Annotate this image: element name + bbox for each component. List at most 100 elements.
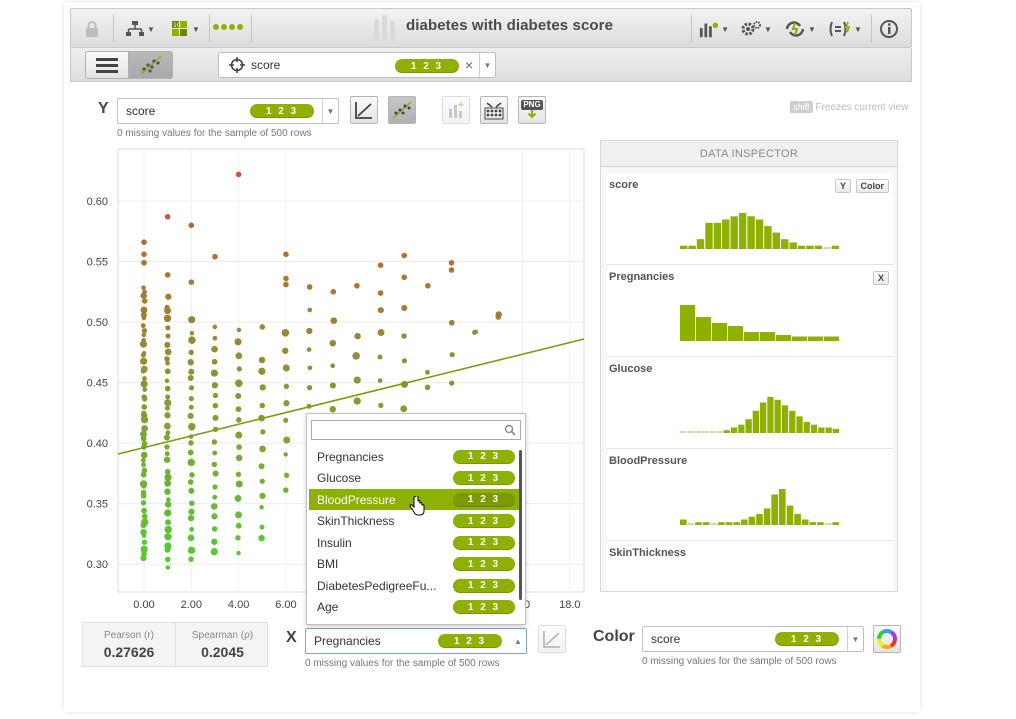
histogram-bar [763, 508, 771, 525]
histogram-bar [794, 513, 801, 525]
dropdown-option-label: Glucose [317, 471, 362, 485]
gear-icon[interactable]: ▼ [739, 15, 773, 43]
inspector-field-score[interactable]: score Color Y [607, 173, 893, 265]
data-point [258, 356, 266, 364]
histogram-bar [712, 323, 727, 341]
y-field-select[interactable]: score 1 2 3 ▼ [117, 98, 339, 124]
data-point [259, 445, 266, 453]
histogram-bar [688, 245, 696, 249]
y-tick-label: 0.35 [87, 499, 108, 511]
data-point [401, 252, 408, 259]
data-point [235, 480, 243, 488]
axis-line-icon [355, 101, 373, 119]
data-point [165, 565, 171, 570]
color-field-select[interactable]: score 1 2 3 ▼ [642, 626, 864, 652]
dropdown-option[interactable]: Insulin 1 2 3 [309, 532, 521, 553]
data-point [329, 339, 337, 347]
chart-options-icon[interactable]: ▼ [699, 15, 729, 43]
data-point [212, 450, 218, 456]
dropdown-search-input[interactable] [312, 421, 500, 439]
inspector-axis-chip[interactable]: X [872, 271, 889, 285]
histogram-bar [781, 239, 789, 249]
x-tick-label: 2.00 [181, 599, 202, 611]
histogram-bar [728, 326, 743, 341]
formula-icon[interactable]: ▼ [827, 15, 863, 43]
data-point [164, 479, 172, 487]
dropdown-scrollbar[interactable] [519, 450, 522, 600]
scatter-view-button[interactable] [129, 51, 173, 79]
export-png-button[interactable]: PNG [518, 96, 546, 124]
data-point [187, 374, 194, 381]
regression-toggle-button[interactable] [388, 96, 416, 124]
histogram-bar [722, 219, 730, 249]
chevron-down-icon[interactable]: ▼ [847, 627, 863, 651]
list-view-button[interactable] [85, 51, 129, 79]
shuffle-sample-button[interactable] [480, 96, 508, 124]
chevron-down-icon[interactable]: ▼ [322, 99, 338, 123]
histogram-bar [701, 431, 709, 433]
dropdown-option[interactable]: DiabetesPedigreeFu... 1 2 3 [309, 575, 521, 596]
inspector-axis-chip[interactable]: Color [855, 179, 889, 193]
data-point [141, 327, 148, 334]
inspector-field-glucose[interactable]: Glucose [607, 357, 893, 449]
dropdown-option[interactable]: Age 1 2 3 [309, 597, 521, 618]
dropdown-option[interactable]: SkinThickness 1 2 3 [309, 511, 521, 532]
data-point [377, 378, 383, 383]
data-point [212, 470, 219, 477]
linear-scale-button[interactable] [350, 96, 378, 124]
model-tree-icon[interactable]: ▼ [123, 15, 157, 43]
data-point [140, 500, 147, 506]
data-point [188, 395, 194, 402]
info-icon[interactable] [877, 15, 901, 43]
data-point [211, 439, 218, 445]
histogram-bar [696, 317, 711, 341]
target-field-value: score [251, 58, 281, 72]
dropdown-option[interactable]: BMI 1 2 3 [309, 554, 521, 575]
data-point [282, 364, 290, 372]
data-point [425, 369, 430, 375]
lock-icon[interactable] [81, 15, 103, 43]
add-to-chart-button[interactable] [442, 96, 470, 124]
dataset-icon[interactable]: 10 ▼ [169, 15, 201, 43]
histogram-bar [680, 305, 695, 341]
data-point [211, 382, 219, 389]
color-palette-button[interactable] [873, 625, 901, 653]
data-point [140, 528, 147, 536]
histogram-bar [776, 335, 791, 341]
inspector-axis-chip[interactable]: Y [834, 179, 851, 193]
inspector-field-bloodpressure[interactable]: BloodPressure [607, 449, 893, 541]
data-point [283, 281, 289, 288]
x-type-badge: 1 2 3 [438, 634, 502, 648]
refresh-icon[interactable]: ▼ [783, 15, 817, 43]
data-point [259, 384, 266, 391]
data-point [141, 513, 148, 520]
data-inspector-title: DATA INSPECTOR [601, 141, 897, 167]
histogram-bar [774, 399, 781, 433]
histogram-bar [771, 494, 778, 525]
dropdown-option[interactable]: Pregnancies 1 2 3 [309, 446, 521, 467]
x-linear-scale-button[interactable] [538, 625, 566, 653]
dropdown-option[interactable]: Glucose 1 2 3 [309, 468, 521, 489]
data-point [165, 333, 171, 339]
data-point [164, 488, 171, 495]
data-point [141, 285, 146, 291]
histogram-bar [789, 410, 796, 433]
inspector-field-skinthickness[interactable]: SkinThickness [607, 541, 893, 591]
data-point [401, 304, 408, 312]
histogram-bar [710, 523, 718, 525]
target-field-select[interactable]: score 1 2 3 × ▼ [218, 52, 496, 78]
chevron-up-icon[interactable]: ▲ [514, 636, 522, 646]
data-point [235, 511, 242, 519]
chevron-down-icon[interactable]: ▼ [479, 53, 495, 77]
inspector-field-name: score [609, 179, 639, 191]
data-point [235, 392, 242, 400]
data-point [448, 319, 455, 326]
x-field-select[interactable]: Pregnancies 1 2 3 ▲ [305, 628, 527, 654]
clear-icon[interactable]: × [465, 57, 474, 73]
data-point [283, 383, 290, 390]
inspector-field-pregnancies[interactable]: Pregnancies X [607, 265, 893, 357]
data-point [140, 545, 148, 553]
spearman-label: Spearman (ρ) [191, 630, 254, 641]
data-point [283, 452, 288, 457]
y-missing-note: 0 missing values for the sample of 500 r… [117, 128, 312, 139]
